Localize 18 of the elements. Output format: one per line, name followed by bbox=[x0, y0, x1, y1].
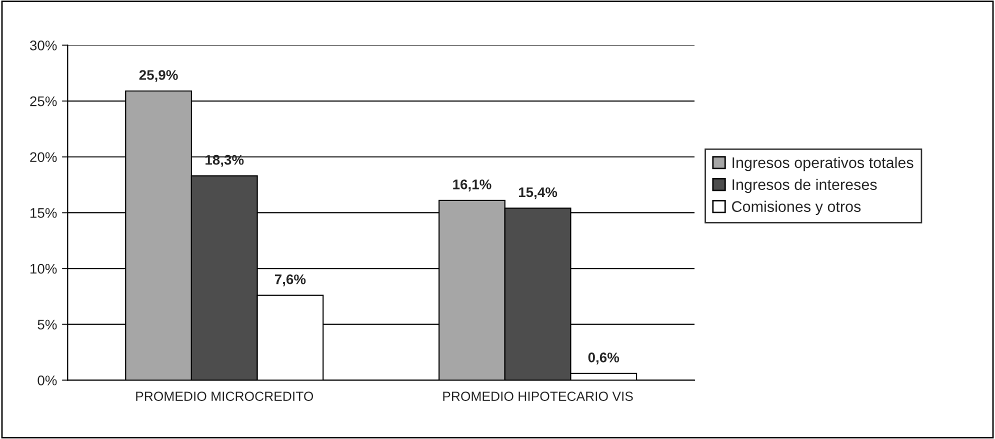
y-tick-label: 0% bbox=[38, 376, 57, 386]
x-tick-label: PROMEDIO HIPOTECARIO VIS bbox=[443, 392, 633, 401]
y-tick-label: 15% bbox=[30, 208, 57, 218]
legend-label: Comisiones y otros bbox=[732, 200, 861, 216]
y-tick-label: 20% bbox=[30, 152, 57, 162]
legend-label: Ingresos operativos totales bbox=[732, 156, 914, 172]
legend-label: Ingresos de intereses bbox=[732, 178, 877, 194]
data-label: 7,6% bbox=[274, 274, 306, 286]
data-label: 0,6% bbox=[588, 352, 620, 364]
y-tick-label: 5% bbox=[38, 320, 57, 330]
y-tick-label: 30% bbox=[30, 40, 57, 50]
data-label: 25,9% bbox=[139, 70, 178, 82]
data-label: 16,1% bbox=[453, 180, 492, 192]
data-label: 18,3% bbox=[206, 154, 244, 167]
data-label: 15,4% bbox=[518, 187, 558, 200]
y-tick-label: 10% bbox=[30, 264, 57, 274]
x-tick-label: PROMEDIO MICROCREDITO bbox=[136, 392, 314, 401]
y-tick-label: 25% bbox=[30, 96, 57, 106]
